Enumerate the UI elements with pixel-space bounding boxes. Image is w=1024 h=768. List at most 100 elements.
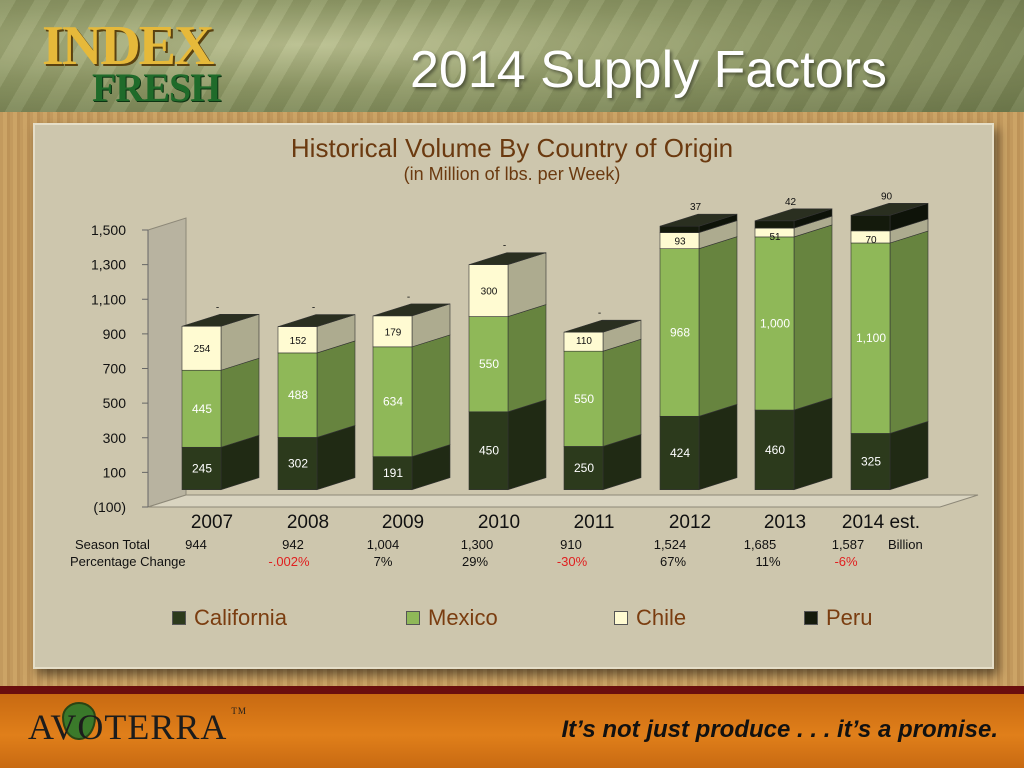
chile-bar-2009 bbox=[372, 315, 413, 348]
california-data-label: 302 bbox=[288, 457, 308, 471]
mexico-data-label: 634 bbox=[383, 395, 403, 409]
chile-data-label: 51 bbox=[769, 232, 781, 243]
season-total-value: 1,300 bbox=[460, 537, 494, 552]
x-category-label: 2007 bbox=[191, 512, 233, 533]
mexico-data-label: 550 bbox=[574, 392, 594, 406]
percentage-change-value: -.002% bbox=[268, 554, 310, 569]
mexico-data-label: 488 bbox=[288, 388, 308, 402]
season-total-value: 942 bbox=[282, 537, 304, 552]
peru-data-label: - bbox=[503, 241, 506, 252]
california-data-label: 191 bbox=[383, 466, 403, 480]
mexico-data-label: 968 bbox=[670, 325, 690, 339]
chile-data-label: 152 bbox=[290, 336, 307, 347]
y-tick-label: 900 bbox=[103, 326, 127, 342]
california-data-label: 245 bbox=[192, 461, 212, 475]
legend-label: Chile bbox=[636, 605, 687, 630]
california-bar-2010-side bbox=[507, 399, 547, 491]
trademark-mark: TM bbox=[231, 706, 247, 716]
y-tick-label: 300 bbox=[103, 430, 127, 446]
california-bar-2008 bbox=[277, 437, 318, 490]
legend-label: Peru bbox=[826, 605, 873, 630]
peru-data-label: 37 bbox=[690, 202, 702, 213]
y-tick-label: 700 bbox=[103, 361, 127, 377]
x-category-label: 2013 bbox=[764, 512, 806, 533]
mexico-bar-2009-side bbox=[411, 334, 451, 458]
california-data-label: 424 bbox=[670, 446, 690, 460]
index-fresh-logo: INDEX FRESH bbox=[42, 14, 222, 114]
mexico-bar-2014est-side bbox=[889, 230, 929, 434]
peru-bar-2013 bbox=[754, 220, 795, 229]
season-total-unit: Billion bbox=[888, 537, 923, 552]
slide-title: 2014 Supply Factors bbox=[410, 41, 887, 99]
percentage-change-label: Percentage Change bbox=[70, 554, 186, 569]
chile-data-label: 254 bbox=[194, 344, 211, 355]
percentage-change-value: -6% bbox=[834, 554, 858, 569]
chile-data-label: 93 bbox=[674, 237, 686, 248]
x-category-label: 2009 bbox=[382, 512, 424, 533]
bar-top-2014est bbox=[850, 202, 929, 216]
california-bar-2012-side bbox=[698, 403, 738, 491]
chile-bar-2007 bbox=[181, 325, 222, 371]
legend-label: Mexico bbox=[428, 605, 498, 630]
california-data-label: 460 bbox=[765, 443, 785, 457]
logo-line-2: FRESH bbox=[92, 65, 221, 110]
mexico-bar-2014est bbox=[850, 242, 891, 434]
bar-top-2013 bbox=[754, 208, 833, 222]
percentage-change-value: 29% bbox=[461, 554, 489, 569]
bar-top-2010 bbox=[468, 252, 547, 265]
mexico-bar-2011-side bbox=[602, 338, 642, 447]
california-data-label: 325 bbox=[861, 455, 881, 469]
california-bar-2010 bbox=[468, 411, 509, 490]
x-category-label: 2012 bbox=[669, 512, 711, 533]
legend-item-california: California bbox=[172, 605, 287, 631]
bar-top-2008 bbox=[277, 314, 356, 327]
y-tick-label: 100 bbox=[103, 464, 127, 480]
x-category-label: 2014 est. bbox=[842, 512, 920, 533]
legend-label: California bbox=[194, 605, 287, 630]
chile-data-label: 70 bbox=[865, 235, 877, 246]
mexico-bar-2008 bbox=[277, 352, 318, 438]
y-tick-label: 1,100 bbox=[91, 291, 126, 307]
bar-top-2009 bbox=[372, 303, 451, 317]
bar-top-2011 bbox=[563, 319, 642, 333]
chile-data-label: 300 bbox=[481, 287, 498, 298]
bar-top-2007 bbox=[181, 313, 260, 327]
california-data-label: 250 bbox=[574, 461, 594, 475]
season-total-value: 1,685 bbox=[743, 537, 777, 552]
legend-swatch bbox=[406, 611, 420, 625]
y-tick-label: (100) bbox=[93, 499, 126, 515]
season-total-label: Season Total bbox=[75, 537, 150, 552]
bar-top-2012 bbox=[659, 213, 738, 227]
mexico-bar-2013-side bbox=[793, 224, 833, 411]
chart-floor bbox=[147, 494, 979, 508]
mexico-bar-2008-side bbox=[316, 340, 356, 438]
legend-swatch bbox=[614, 611, 628, 625]
mexico-data-label: 1,000 bbox=[760, 316, 790, 330]
peru-bar-2012 bbox=[659, 225, 700, 233]
california-bar-2012 bbox=[659, 415, 700, 490]
peru-data-label: 90 bbox=[881, 191, 893, 202]
chile-data-label: 110 bbox=[576, 336, 592, 347]
peru-data-label: 42 bbox=[785, 197, 797, 208]
california-bar-2011 bbox=[563, 446, 604, 490]
season-total-value: 1,587 bbox=[831, 537, 865, 552]
mexico-bar-2010-side bbox=[507, 304, 547, 413]
peru-data-label: - bbox=[216, 302, 219, 313]
chile-bar-2010 bbox=[468, 264, 509, 317]
logo-line-1: INDEX bbox=[42, 15, 214, 77]
avoterra-logo: AVOTERRA TM bbox=[28, 706, 247, 748]
legend-swatch bbox=[804, 611, 818, 625]
x-category-label: 2011 bbox=[574, 512, 615, 533]
california-bar-2007 bbox=[181, 446, 222, 490]
chart-title: Historical Volume By Country of Origin bbox=[290, 133, 734, 163]
legend-swatch bbox=[172, 611, 186, 625]
mexico-bar-2012-side bbox=[698, 236, 738, 417]
california-bar-2013-side bbox=[793, 397, 833, 491]
season-total-value: 910 bbox=[560, 537, 582, 552]
chart-legend: California Mexico Chile Peru bbox=[0, 605, 1024, 633]
y-tick-label: 500 bbox=[103, 395, 127, 411]
season-total-value: 1,524 bbox=[653, 537, 687, 552]
avoterra-logo-text: AVOTERRA bbox=[28, 707, 228, 747]
percentage-change-value: 11% bbox=[755, 554, 781, 569]
